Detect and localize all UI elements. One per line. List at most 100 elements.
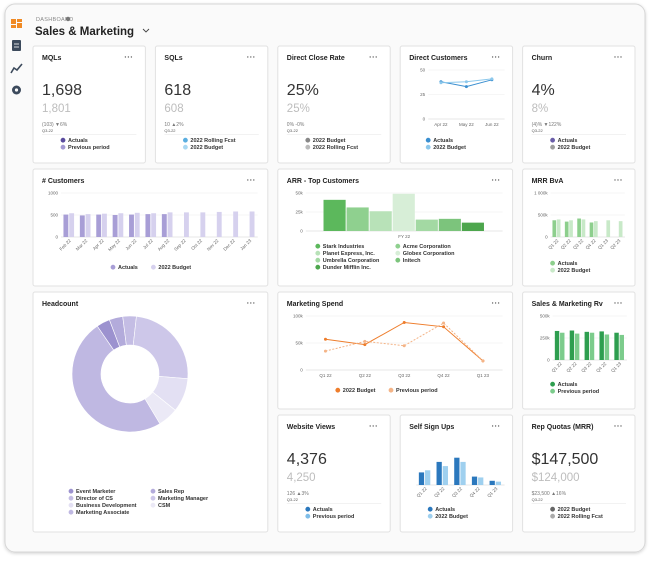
bar <box>436 461 442 485</box>
card-menu[interactable] <box>614 179 622 181</box>
title-dropdown[interactable] <box>142 28 150 33</box>
donut-slice <box>132 316 189 380</box>
menu-dot <box>497 179 500 181</box>
bar <box>489 480 495 485</box>
bar <box>369 211 392 231</box>
legend-label: Marketing Associate <box>76 510 129 516</box>
card: ARR - Top Customers 0 25k 50k FY 22 Stark Ind… <box>277 168 514 287</box>
legend-label: 2022 Budget <box>433 145 466 151</box>
menu-dot <box>497 56 500 58</box>
card-background <box>154 45 269 164</box>
legend-label: 2022 Budget <box>313 138 346 144</box>
y-tick-label: 1000 <box>48 191 59 196</box>
card-menu[interactable] <box>247 56 255 58</box>
bar <box>471 476 478 485</box>
bar <box>461 222 484 231</box>
card-menu[interactable] <box>124 56 133 58</box>
menu-dot <box>620 302 622 304</box>
bar <box>589 222 594 237</box>
menu-dot <box>250 56 252 58</box>
card-title: Direct Customers <box>409 55 467 62</box>
bar <box>167 212 173 237</box>
bar <box>619 334 624 360</box>
menu-dot <box>247 179 249 181</box>
x-tick-label: Q3 22 <box>398 373 411 378</box>
legend-swatch <box>335 387 341 393</box>
menu-dot <box>494 179 497 181</box>
point <box>481 359 485 363</box>
bar <box>112 215 118 237</box>
card-menu[interactable] <box>369 425 377 427</box>
menu-dot <box>375 425 377 427</box>
bar <box>552 220 557 237</box>
kpi-previous: 25% <box>287 103 310 115</box>
menu-dot <box>497 425 500 427</box>
y-tick-label: 0 <box>423 117 426 122</box>
menu-dot <box>620 56 622 58</box>
card-title: MRR BvA <box>532 178 564 185</box>
card-background <box>522 45 636 164</box>
bar <box>161 214 167 237</box>
y-tick-label: 100k <box>293 314 304 319</box>
settings-icon[interactable] <box>12 85 21 95</box>
menu-dot <box>250 179 252 181</box>
legend-label: Actuals <box>118 265 138 271</box>
kpi-period: Q3-22 <box>42 128 54 133</box>
bar <box>589 332 595 360</box>
y-tick-label: 50k <box>296 341 304 346</box>
legend-label: Marketing Manager <box>158 496 209 502</box>
bar <box>478 477 484 485</box>
menu-dot <box>497 302 500 304</box>
bar <box>134 212 140 237</box>
legend-label: 2022 Budget <box>435 514 468 520</box>
legend-swatch <box>315 250 321 256</box>
sidebar <box>10 19 23 95</box>
report-icon[interactable] <box>12 40 21 51</box>
bar <box>574 333 580 360</box>
legend-swatch <box>183 144 188 150</box>
card-title: Sales & Marketing Rv <box>532 301 603 308</box>
card-menu[interactable] <box>491 425 500 427</box>
legend-swatch <box>305 513 311 519</box>
menu-dot <box>614 302 616 304</box>
card-menu[interactable] <box>247 302 255 304</box>
legend-swatch <box>550 137 555 143</box>
card-menu[interactable] <box>369 56 377 58</box>
legend-label: Director of CS <box>76 496 113 502</box>
legend-swatch <box>315 264 321 270</box>
card-menu[interactable] <box>491 179 500 181</box>
kpi-previous: 1,801 <box>42 103 71 115</box>
legend-swatch <box>150 488 156 494</box>
card-menu[interactable] <box>491 56 500 58</box>
legend-swatch <box>550 513 555 519</box>
y-tick-label: 0 <box>300 229 303 234</box>
legend-swatch <box>395 243 401 249</box>
bar <box>495 481 502 485</box>
menu-dot <box>491 56 494 58</box>
bar <box>560 332 565 360</box>
card-menu[interactable] <box>491 302 500 304</box>
card-menu[interactable] <box>614 302 622 304</box>
legend-swatch <box>315 243 321 249</box>
trend-icon[interactable] <box>10 63 23 74</box>
bar <box>129 214 134 237</box>
legend-label: Actuals <box>435 507 455 513</box>
menu-dot <box>250 302 252 304</box>
bar <box>69 213 75 237</box>
bar <box>554 330 560 360</box>
bar <box>151 213 157 237</box>
card-background <box>32 168 269 287</box>
y-tick-label: 0 <box>300 368 303 373</box>
dashboard-icon[interactable] <box>11 19 22 28</box>
card-menu[interactable] <box>247 179 255 181</box>
card-menu[interactable] <box>614 56 622 58</box>
menu-dot <box>614 56 616 58</box>
bar <box>564 221 569 237</box>
info-icon[interactable] <box>65 16 71 22</box>
menu-dot <box>130 56 133 58</box>
card-menu[interactable] <box>614 425 622 427</box>
y-tick-label: 250k <box>540 336 551 341</box>
x-tick-label: FY 22 <box>398 234 410 239</box>
point <box>363 343 367 347</box>
